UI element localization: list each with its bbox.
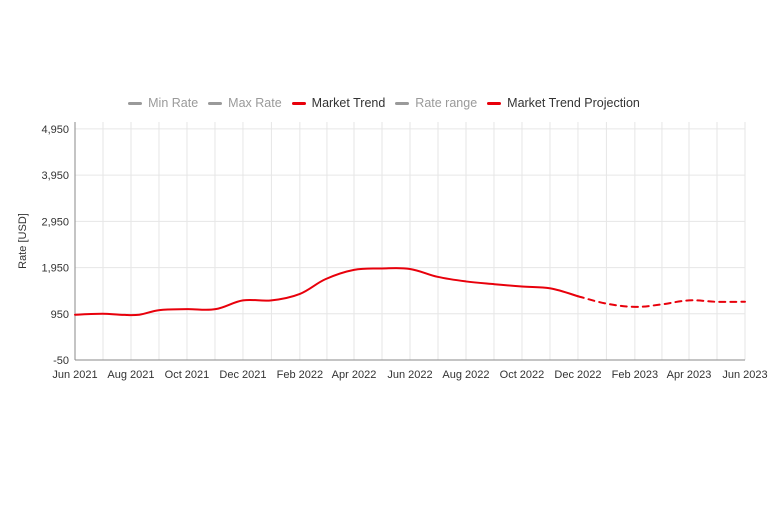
legend-swatch-market-trend-projection — [487, 101, 502, 105]
legend-item-min-rate[interactable]: Min Rate — [128, 96, 198, 110]
y-axis-title: Rate [USD] — [17, 213, 29, 269]
x-tick-label: Jun 2022 — [387, 369, 432, 381]
legend-item-rate-range[interactable]: Rate range — [395, 96, 477, 110]
legend-item-max-rate[interactable]: Max Rate — [208, 96, 282, 110]
x-tick-label: Apr 2022 — [332, 369, 377, 381]
y-tick-label: 1,950 — [41, 263, 69, 275]
x-tick-label: Feb 2022 — [277, 369, 323, 381]
x-tick-label: Dec 2022 — [554, 369, 601, 381]
legend-item-market-trend[interactable]: Market Trend — [291, 96, 386, 110]
legend-label-market-trend-projection: Market Trend Projection — [507, 96, 640, 110]
x-tick-label: Aug 2022 — [442, 369, 489, 381]
x-tick-label: Jun 2023 — [722, 369, 767, 381]
legend-swatch-market-trend — [291, 101, 306, 105]
y-tick-label: 950 — [51, 309, 69, 321]
legend-item-market-trend-projection[interactable]: Market Trend Projection — [487, 96, 640, 110]
legend-swatch-rate-range — [395, 101, 410, 105]
series-line-market-trend — [74, 267, 579, 317]
x-tick-label: Dec 2021 — [219, 369, 266, 381]
y-tick-label: 3,950 — [41, 170, 69, 182]
x-tick-label: Jun 2021 — [52, 369, 97, 381]
x-tick-label: Aug 2021 — [107, 369, 154, 381]
legend-label-max-rate: Max Rate — [228, 96, 282, 110]
legend-label-rate-range: Rate range — [415, 96, 478, 110]
x-tick-label: Oct 2021 — [165, 369, 210, 381]
y-tick-label: 2,950 — [41, 216, 69, 228]
legend-label-market-trend: Market Trend — [311, 96, 386, 110]
x-tick-label: Oct 2022 — [500, 369, 545, 381]
legend-swatch-min-rate — [128, 101, 143, 105]
legend-swatch-max-rate — [208, 101, 223, 105]
y-tick-label: -50 — [53, 355, 69, 367]
chart-legend: Min Rate Max Rate Market Trend Rate rang… — [0, 96, 768, 110]
series-line-market-trend-projection — [576, 295, 746, 308]
x-tick-label: Apr 2023 — [667, 369, 712, 381]
x-tick-label: Feb 2023 — [612, 369, 658, 381]
legend-label-min-rate: Min Rate — [148, 96, 199, 110]
y-tick-label: 4,950 — [41, 124, 69, 136]
